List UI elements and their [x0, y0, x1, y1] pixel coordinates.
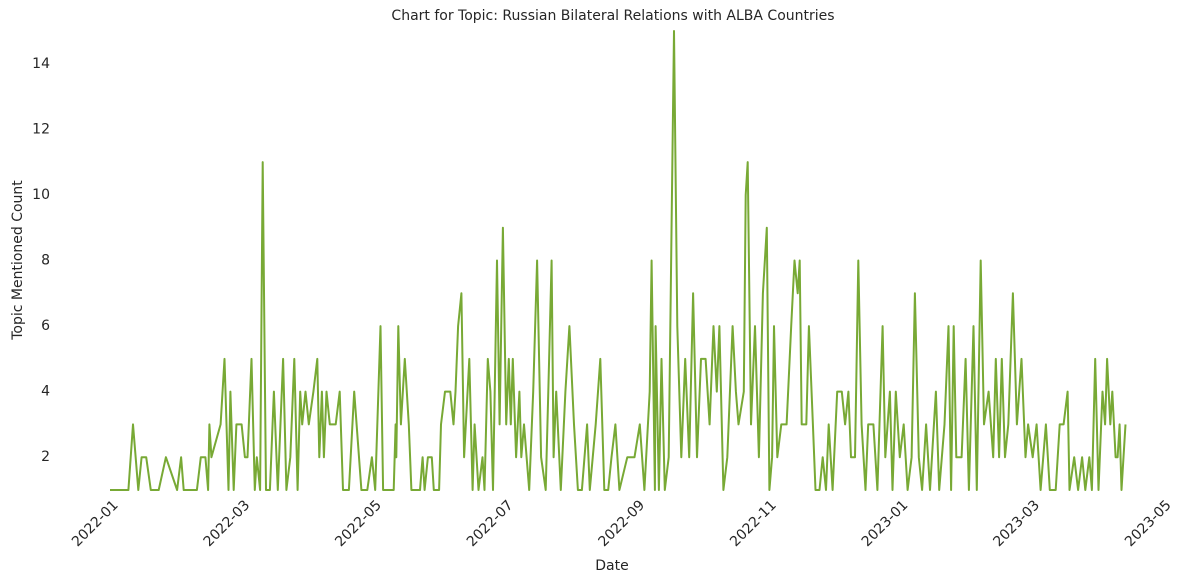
y-tick-label: 14 — [32, 56, 50, 72]
y-tick-label: 10 — [32, 187, 50, 203]
y-tick-label: 12 — [32, 121, 50, 137]
x-tick-label: 2023-03 — [990, 497, 1043, 550]
x-tick-label: 2022-09 — [595, 497, 648, 550]
y-tick-label: 6 — [41, 318, 50, 334]
y-tick-label: 8 — [41, 253, 50, 269]
x-tick-label: 2022-07 — [464, 497, 517, 550]
x-tick-label: 2023-01 — [859, 497, 912, 550]
y-tick-label: 4 — [41, 384, 50, 400]
chart-title: Chart for Topic: Russian Bilateral Relat… — [391, 8, 834, 24]
x-tick-label: 2022-03 — [201, 497, 254, 550]
data-line — [110, 30, 1127, 491]
x-tick-label: 2022-01 — [69, 497, 122, 550]
y-tick-label: 2 — [41, 449, 50, 465]
x-tick-label: 2022-05 — [332, 497, 385, 550]
y-axis-label: Topic Mentioned Count — [10, 180, 26, 341]
x-tick-label: 2022-11 — [727, 497, 780, 550]
x-axis-label: Date — [595, 558, 628, 574]
x-tick-label: 2023-05 — [1122, 497, 1175, 550]
